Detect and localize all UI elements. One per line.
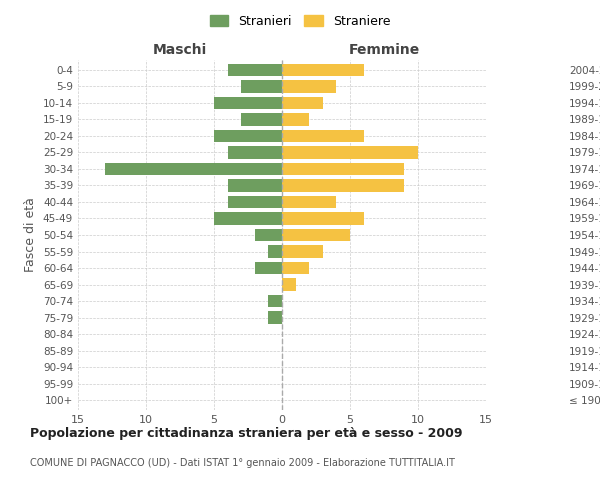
Bar <box>214 212 282 224</box>
Bar <box>268 312 282 324</box>
Bar <box>282 96 323 109</box>
Bar <box>268 246 282 258</box>
Text: Popolazione per cittadinanza straniera per età e sesso - 2009: Popolazione per cittadinanza straniera p… <box>30 428 463 440</box>
Bar <box>282 262 309 274</box>
Bar <box>282 229 350 241</box>
Text: Maschi: Maschi <box>153 44 207 58</box>
Bar <box>282 64 364 76</box>
Bar <box>227 146 282 158</box>
Bar <box>268 295 282 307</box>
Text: COMUNE DI PAGNACCO (UD) - Dati ISTAT 1° gennaio 2009 - Elaborazione TUTTITALIA.I: COMUNE DI PAGNACCO (UD) - Dati ISTAT 1° … <box>30 458 455 468</box>
Bar <box>227 196 282 208</box>
Text: Femmine: Femmine <box>349 44 419 58</box>
Bar <box>214 130 282 142</box>
Bar <box>282 246 323 258</box>
Bar <box>282 180 404 192</box>
Bar <box>282 278 296 290</box>
Bar <box>282 80 337 92</box>
Bar <box>282 196 337 208</box>
Bar <box>282 146 418 158</box>
Bar <box>255 262 282 274</box>
Bar <box>255 229 282 241</box>
Bar <box>227 180 282 192</box>
Bar <box>282 212 364 224</box>
Bar <box>227 64 282 76</box>
Legend: Stranieri, Straniere: Stranieri, Straniere <box>206 11 394 32</box>
Bar <box>241 80 282 92</box>
Bar <box>214 96 282 109</box>
Bar <box>282 130 364 142</box>
Bar <box>241 113 282 126</box>
Y-axis label: Fasce di età: Fasce di età <box>25 198 37 272</box>
Bar <box>282 113 309 126</box>
Bar <box>282 163 404 175</box>
Bar <box>105 163 282 175</box>
